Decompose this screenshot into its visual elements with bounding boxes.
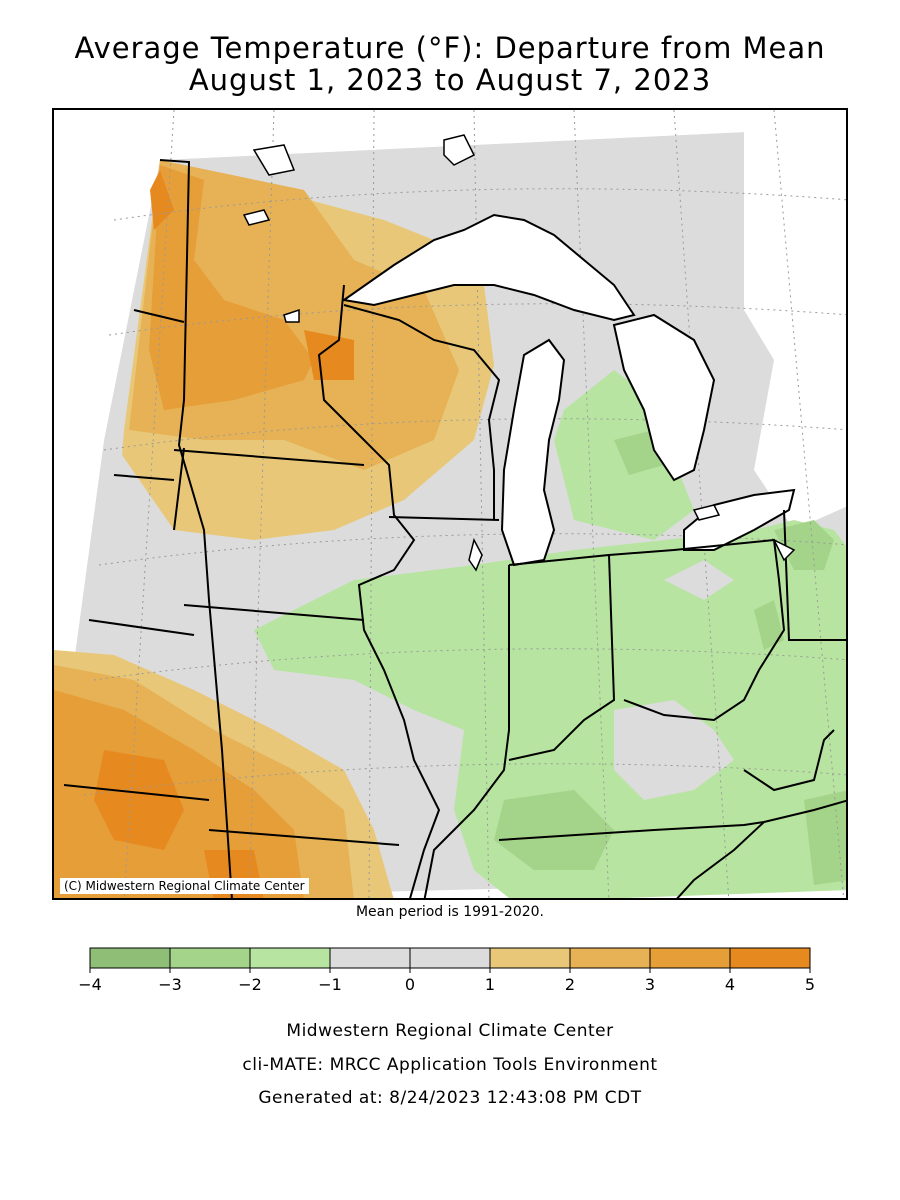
legend-tick-label: −2 bbox=[238, 975, 262, 994]
great-lakes bbox=[341, 213, 796, 567]
lake-michigan bbox=[500, 338, 566, 567]
legend-swatch bbox=[569, 947, 651, 969]
footer-tool: cli-MATE: MRCC Application Tools Environ… bbox=[242, 1055, 658, 1075]
islands bbox=[242, 134, 796, 572]
legend-swatch bbox=[89, 947, 171, 969]
lake-huron bbox=[612, 313, 716, 482]
copyright-label: (C) Midwestern Regional Climate Center bbox=[60, 878, 309, 894]
lake-superior bbox=[341, 213, 636, 322]
map-date-range: August 1, 2023 to August 7, 2023 bbox=[188, 63, 712, 97]
mean-period-note: Mean period is 1991-2020. bbox=[355, 904, 545, 920]
map-title: Average Temperature (°F): Departure from… bbox=[74, 31, 826, 65]
color-legend: −4 −3 −2 −1 0 1 2 3 4 5 bbox=[0, 940, 900, 1000]
legend-swatch bbox=[169, 947, 251, 969]
state-boundaries bbox=[63, 159, 846, 898]
legend-tick-label: 2 bbox=[565, 975, 575, 994]
footer-generated: Generated at: 8/24/2023 12:43:08 PM CDT bbox=[258, 1088, 642, 1108]
map-canvas bbox=[54, 110, 846, 898]
legend-tick-label: 4 bbox=[725, 975, 735, 994]
legend-tick-label: 5 bbox=[805, 975, 815, 994]
legend-canvas: −4 −3 −2 −1 0 1 2 3 4 5 bbox=[78, 947, 815, 994]
legend-swatch bbox=[729, 947, 811, 969]
graticule bbox=[83, 110, 846, 898]
legend-swatch bbox=[489, 947, 571, 969]
temperature-departure-map: (C) Midwestern Regional Climate Center bbox=[52, 108, 848, 900]
warm-anomaly-north bbox=[122, 160, 494, 540]
legend-tick-label: 3 bbox=[645, 975, 655, 994]
cool-anomaly-east bbox=[254, 370, 846, 898]
legend-tick-label: 0 bbox=[405, 975, 415, 994]
legend-tick-label: 1 bbox=[485, 975, 495, 994]
legend-tick-label: −4 bbox=[78, 975, 102, 994]
legend-tick-label: −3 bbox=[158, 975, 182, 994]
legend-tick-label: −1 bbox=[318, 975, 342, 994]
lake-erie bbox=[683, 488, 796, 551]
legend-swatch bbox=[649, 947, 731, 969]
legend-swatch bbox=[249, 947, 331, 969]
legend-swatch bbox=[409, 947, 491, 969]
footer-org: Midwestern Regional Climate Center bbox=[286, 1021, 614, 1041]
legend-swatch bbox=[329, 947, 411, 969]
